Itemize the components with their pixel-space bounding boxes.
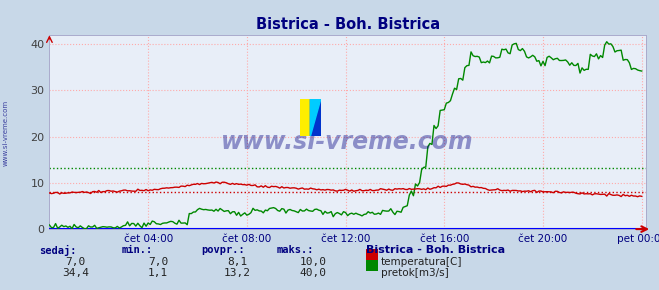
Text: 8,1: 8,1 [227,257,247,267]
Text: min.:: min.: [122,245,153,255]
Text: sedaj:: sedaj: [40,245,77,256]
Text: maks.:: maks.: [277,245,314,255]
Text: 34,4: 34,4 [63,268,89,278]
Text: 7,0: 7,0 [66,257,86,267]
Title: Bistrica - Boh. Bistrica: Bistrica - Boh. Bistrica [256,17,440,32]
Text: pretok[m3/s]: pretok[m3/s] [381,268,449,278]
Text: 13,2: 13,2 [224,268,250,278]
Polygon shape [310,99,321,136]
Text: Bistrica - Boh. Bistrica: Bistrica - Boh. Bistrica [366,245,505,255]
Text: 10,0: 10,0 [300,257,326,267]
Text: 40,0: 40,0 [300,268,326,278]
Text: povpr.:: povpr.: [201,245,244,255]
Bar [300,99,310,136]
Bar [310,99,321,136]
Text: www.si-vreme.com: www.si-vreme.com [2,100,9,166]
Text: www.si-vreme.com: www.si-vreme.com [221,130,474,154]
Text: 1,1: 1,1 [148,268,168,278]
Text: 7,0: 7,0 [148,257,168,267]
Text: temperatura[C]: temperatura[C] [381,257,463,267]
